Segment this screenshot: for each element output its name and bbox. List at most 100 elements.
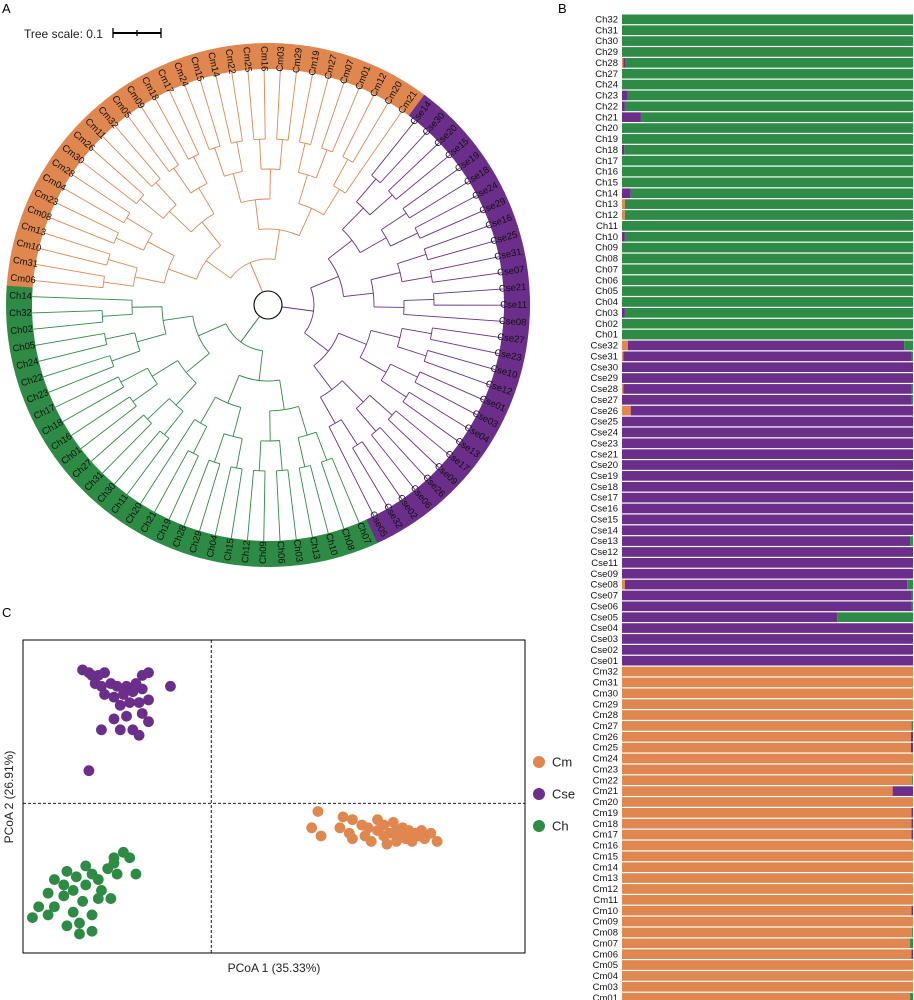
structure-bar-segment [911, 394, 913, 405]
structure-bar-segment [912, 775, 913, 786]
structure-bar-segment [623, 351, 912, 362]
tree-branch-arc [143, 233, 153, 251]
structure-row-label: Cm07 [593, 938, 618, 949]
structure-bar-segment [622, 242, 913, 253]
tree-branch [169, 90, 200, 155]
structure-bar-segment [622, 492, 913, 503]
panel-c-label: C [2, 605, 11, 620]
tree-branch [183, 460, 210, 526]
tree-branch-arc [209, 145, 221, 151]
tree-branch [151, 360, 178, 377]
tree-branch [414, 195, 478, 229]
tree-branch [137, 333, 167, 343]
tree-branch [214, 466, 232, 536]
structure-bar-segment [622, 438, 913, 449]
structure-row-label: Ch11 [596, 221, 618, 232]
tree-ring-segment [35, 413, 68, 443]
tree-ring-segment [272, 43, 292, 70]
tree-branch [430, 256, 500, 272]
tree-leaf-label: Cm22 [223, 48, 238, 75]
structure-bar-segment [640, 112, 913, 122]
structure-bar-segment [622, 199, 625, 209]
pcoa-point [83, 765, 95, 777]
tree-branch [230, 468, 243, 539]
tree-branch [120, 367, 148, 383]
tree-ring-segment [65, 454, 97, 486]
tree-ring-segment [502, 313, 530, 334]
tree-branch-arc [143, 414, 152, 424]
structure-bar-segment [622, 188, 631, 199]
tree-branch [403, 298, 434, 301]
structure-row-label: Ch13 [595, 199, 618, 210]
tree-branch-arc [163, 255, 175, 284]
tree-branch [80, 405, 137, 450]
tree-leaf-label: Cse31 [493, 247, 522, 263]
tree-branch [424, 224, 491, 250]
tree-ring-segment [103, 488, 134, 521]
structure-bar-segment [623, 57, 626, 68]
tree-branch [298, 467, 313, 537]
tree-branch-arc [342, 229, 361, 253]
structure-row-label: Cm26 [593, 732, 618, 743]
structure-row-labels: Ch32Ch31Ch30Ch29Ch28Ch27Ch24Ch23Ch22Ch21… [591, 14, 618, 1000]
structure-row-label: Ch05 [595, 286, 618, 297]
tree-branch [279, 139, 283, 170]
tree-branch [402, 401, 461, 443]
structure-row-label: Cm28 [593, 710, 618, 721]
tree-ring-segment [351, 60, 379, 92]
tree-branch [331, 457, 360, 523]
structure-bar-segment [622, 808, 912, 818]
tree-branch-arc [402, 391, 410, 403]
pcoa-point [61, 920, 73, 932]
tree-ring-segment [218, 44, 241, 74]
tree-branch-arc [101, 310, 104, 323]
tree-branch-arc [352, 441, 363, 449]
tree-branch-arc [208, 459, 220, 465]
tree-ring-segment [492, 225, 523, 250]
structure-bar-segment [622, 905, 912, 916]
structure-row-label: Cse25 [591, 417, 618, 428]
structure-bar-segment [622, 231, 625, 242]
structure-bar-segment [622, 949, 912, 959]
tree-branch-arc [109, 355, 115, 367]
tree-branch-arc [313, 333, 339, 367]
structure-bar-segment [622, 753, 913, 764]
tree-ring-segment [472, 407, 504, 436]
structure-bar-segment [911, 601, 913, 612]
structure-bar-segment [622, 307, 625, 318]
structure-bar-segment [622, 449, 913, 459]
tree-ring-segment [407, 484, 439, 517]
tree-branch [287, 70, 298, 141]
tree-ring-segment [366, 67, 395, 99]
tree-leaf-label: Cm29 [291, 47, 305, 73]
tree-ring-segment [463, 421, 496, 452]
structure-row-label: Cse02 [591, 645, 618, 656]
structure-bar-segment [911, 351, 913, 362]
tree-branch [320, 462, 345, 529]
structure-row-label: Cm12 [593, 884, 618, 895]
pcoa-point [425, 827, 437, 839]
structure-bar-segment [622, 873, 913, 883]
structure-bar-segment [624, 231, 913, 242]
tree-branch [298, 406, 308, 436]
tree-ring-segment [133, 507, 162, 539]
structure-bar-segment [622, 938, 911, 949]
tree-branch [430, 338, 500, 355]
tree-ring-segment [394, 494, 425, 527]
tree-branch [32, 310, 103, 314]
tree-branch [388, 142, 440, 192]
tree-branch [263, 69, 266, 140]
tree-branch [126, 437, 170, 495]
structure-bar-segment [622, 721, 912, 731]
pcoa-y-axis-label: PCoA 2 (26.91%) [2, 751, 16, 844]
tree-branch [432, 272, 502, 283]
tree-branch [32, 296, 133, 301]
tree-branch [62, 386, 124, 423]
structure-bar-segment [622, 894, 913, 905]
tree-branch-arc [327, 258, 344, 297]
structure-bar-segment [622, 688, 913, 699]
tree-ring-segment [77, 466, 109, 498]
structure-bar-segment [622, 612, 838, 623]
tree-branch-arc [188, 153, 199, 160]
tree-leaf-label: Ch14 [9, 290, 32, 302]
